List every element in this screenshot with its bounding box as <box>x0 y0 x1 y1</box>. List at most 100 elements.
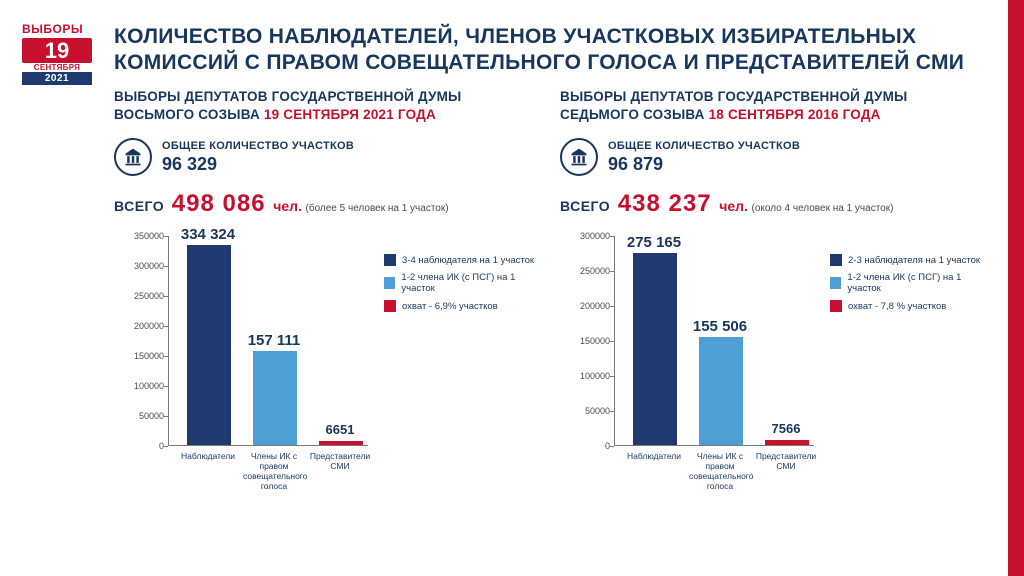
total-row: ВСЕГО 498 086 чел. (более 5 человек на 1… <box>114 190 544 218</box>
x-category: Наблюдатели <box>623 452 685 462</box>
legend-label: охват - 7,8 % участков <box>848 301 946 312</box>
total-unit: чел. <box>273 198 302 214</box>
y-tick <box>610 411 614 412</box>
accent-bar <box>1008 0 1024 576</box>
legend-label: 1-2 члена ИК (с ПСГ) на 1 участок <box>401 272 544 294</box>
bar <box>253 351 297 445</box>
logo-year: 2021 <box>22 72 92 85</box>
chart-legend: 2-3 наблюдателя на 1 участок 1-2 члена ИК… <box>830 254 990 318</box>
building-icon <box>114 138 152 176</box>
y-tick-label: 50000 <box>560 406 610 416</box>
panel-date: 19 СЕНТЯБРЯ 2021 ГОДА <box>264 107 436 122</box>
bar-value: 7566 <box>746 421 826 436</box>
panel-2016: ВЫБОРЫ ДЕПУТАТОВ ГОСУДАРСТВЕННОЙ ДУМЫ СЕ… <box>560 88 990 498</box>
y-tick <box>164 386 168 387</box>
total-label: ВСЕГО <box>114 198 164 214</box>
bar <box>765 440 809 445</box>
x-category: Представители СМИ <box>755 452 817 472</box>
logo-day: 19 <box>22 38 92 63</box>
panel-2021: ВЫБОРЫ ДЕПУТАТОВ ГОСУДАРСТВЕННОЙ ДУМЫ ВО… <box>114 88 544 498</box>
y-tick-label: 50000 <box>114 411 164 421</box>
stations-label: ОБЩЕЕ КОЛИЧЕСТВО УЧАСТКОВ <box>162 140 354 154</box>
total-value: 498 086 <box>172 190 266 217</box>
plot-area <box>614 236 814 446</box>
y-tick-label: 250000 <box>114 291 164 301</box>
y-tick <box>164 266 168 267</box>
y-tick <box>164 416 168 417</box>
y-tick <box>164 446 168 447</box>
y-tick-label: 100000 <box>114 381 164 391</box>
y-tick <box>164 326 168 327</box>
legend-item: 2-3 наблюдателя на 1 участок <box>830 254 990 266</box>
bar <box>319 441 363 445</box>
bar-chart: 0 50000 100000 150000 200000 250000 300000 3500… <box>114 228 544 498</box>
legend-item: 3-4 наблюдателя на 1 участок <box>384 254 544 266</box>
legend-label: 1-2 члена ИК (с ПСГ) на 1 участок <box>847 272 990 294</box>
stations-label: ОБЩЕЕ КОЛИЧЕСТВО УЧАСТКОВ <box>608 140 800 154</box>
bar <box>187 245 231 446</box>
stations-value: 96 329 <box>162 154 354 175</box>
y-tick <box>164 296 168 297</box>
y-tick <box>610 376 614 377</box>
legend-item: 1-2 члена ИК (с ПСГ) на 1 участок <box>830 272 990 294</box>
bar-value: 6651 <box>300 422 380 437</box>
legend-item: охват - 7,8 % участков <box>830 300 990 312</box>
bar-value: 334 324 <box>168 226 248 243</box>
y-tick <box>610 306 614 307</box>
y-tick <box>164 356 168 357</box>
x-category: Члены ИК с правом совещательного голоса <box>243 452 305 491</box>
chart-legend: 3-4 наблюдателя на 1 участок 1-2 члена ИК… <box>384 254 544 318</box>
stations-row: ОБЩЕЕ КОЛИЧЕСТВО УЧАСТКОВ 96 879 <box>560 138 990 176</box>
legend-swatch <box>384 277 395 289</box>
y-tick-label: 250000 <box>560 266 610 276</box>
x-category: Члены ИК с правом совещательного голоса <box>689 452 751 491</box>
legend-label: 3-4 наблюдателя на 1 участок <box>402 255 534 266</box>
legend-swatch <box>384 300 396 312</box>
panel-subtitle: ВЫБОРЫ ДЕПУТАТОВ ГОСУДАРСТВЕННОЙ ДУМЫ СЕ… <box>560 88 990 124</box>
bar-chart: 0 50000 100000 150000 200000 250000 300000 275 … <box>560 228 990 498</box>
legend-item: 1-2 члена ИК (с ПСГ) на 1 участок <box>384 272 544 294</box>
legend-swatch <box>830 254 842 266</box>
panel-subtitle: ВЫБОРЫ ДЕПУТАТОВ ГОСУДАРСТВЕННОЙ ДУМЫ ВО… <box>114 88 544 124</box>
logo-word: ВЫБОРЫ <box>22 22 92 36</box>
y-tick-label: 200000 <box>560 301 610 311</box>
x-category: Представители СМИ <box>309 452 371 472</box>
y-tick-label: 0 <box>560 441 610 451</box>
y-tick-label: 0 <box>114 441 164 451</box>
total-value: 438 237 <box>618 190 712 217</box>
legend-swatch <box>830 300 842 312</box>
election-logo: ВЫБОРЫ 19 СЕНТЯБРЯ 2021 <box>22 22 92 85</box>
y-tick-label: 300000 <box>114 261 164 271</box>
y-tick-label: 150000 <box>560 336 610 346</box>
y-tick <box>610 341 614 342</box>
panel-date: 18 СЕНТЯБРЯ 2016 ГОДА <box>709 107 881 122</box>
legend-label: охват - 6,9% участков <box>402 301 498 312</box>
y-tick <box>610 446 614 447</box>
bar <box>633 253 677 446</box>
bar-value: 157 111 <box>234 332 314 349</box>
y-tick-label: 300000 <box>560 231 610 241</box>
bar-value: 155 506 <box>680 318 760 335</box>
x-category: Наблюдатели <box>177 452 239 462</box>
total-row: ВСЕГО 438 237 чел. (около 4 человек на 1… <box>560 190 990 218</box>
total-note: (более 5 человек на 1 участок) <box>306 203 449 214</box>
y-tick-label: 350000 <box>114 231 164 241</box>
legend-swatch <box>384 254 396 266</box>
total-unit: чел. <box>719 198 748 214</box>
legend-swatch <box>830 277 841 289</box>
total-label: ВСЕГО <box>560 198 610 214</box>
y-tick <box>610 271 614 272</box>
y-tick-label: 100000 <box>560 371 610 381</box>
bar-value: 275 165 <box>614 234 694 251</box>
building-icon <box>560 138 598 176</box>
logo-month: СЕНТЯБРЯ <box>22 63 92 72</box>
page-title: КОЛИЧЕСТВО НАБЛЮДАТЕЛЕЙ, ЧЛЕНОВ УЧАСТКОВ… <box>114 24 984 77</box>
total-note: (около 4 человек на 1 участок) <box>752 203 894 214</box>
legend-label: 2-3 наблюдателя на 1 участок <box>848 255 980 266</box>
bar <box>699 337 743 446</box>
y-tick-label: 200000 <box>114 321 164 331</box>
stations-row: ОБЩЕЕ КОЛИЧЕСТВО УЧАСТКОВ 96 329 <box>114 138 544 176</box>
stations-value: 96 879 <box>608 154 800 175</box>
y-tick-label: 150000 <box>114 351 164 361</box>
legend-item: охват - 6,9% участков <box>384 300 544 312</box>
